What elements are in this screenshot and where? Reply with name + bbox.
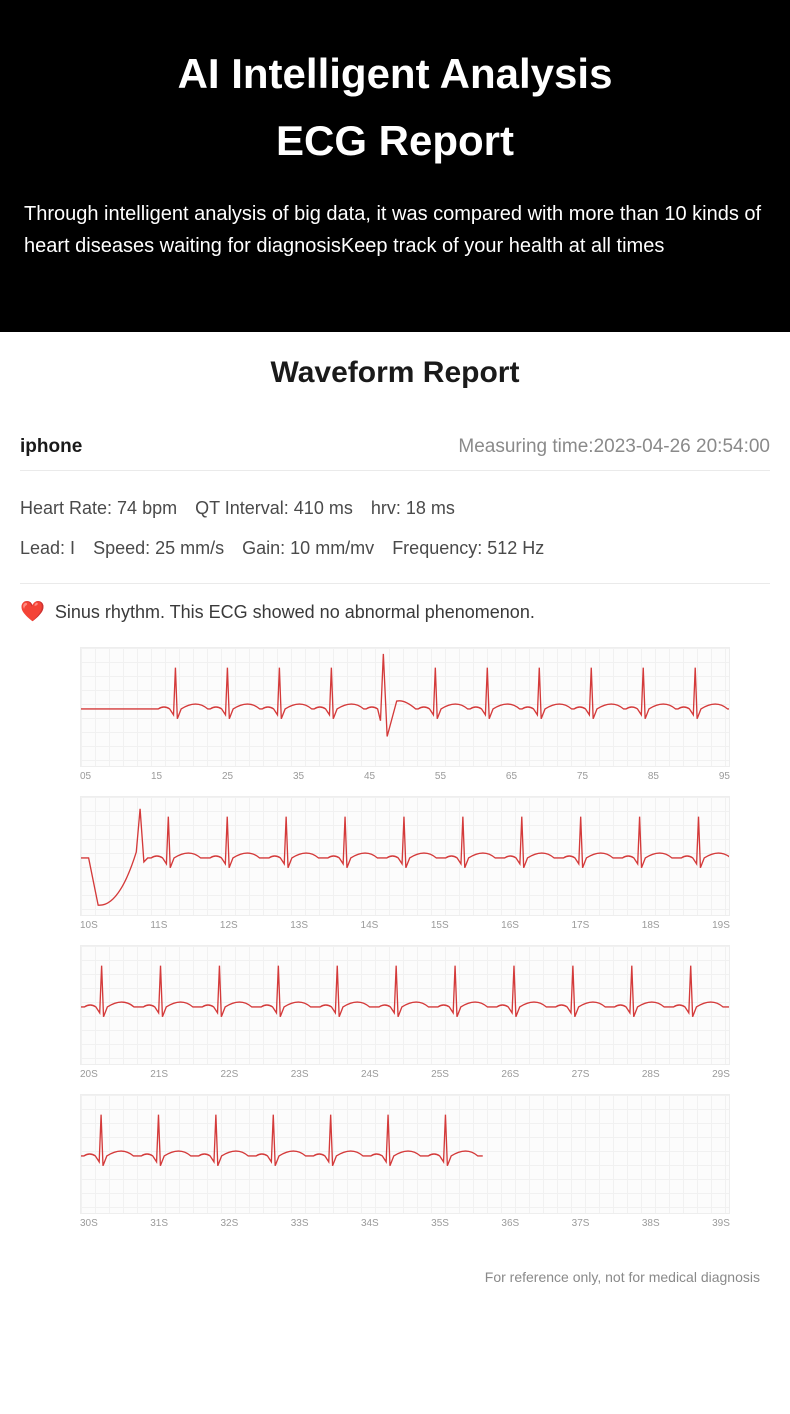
ecg-trace (81, 653, 729, 736)
metric-label: Speed: (93, 538, 155, 558)
diagnosis-row: ❤️ Sinus rhythm. This ECG showed no abno… (20, 602, 770, 623)
metric-pair: Frequency: 512 Hz (392, 538, 544, 558)
metric-pair: Speed: 25 mm/s (93, 538, 224, 558)
tick-label: 75 (577, 771, 588, 782)
tick-label: 36S (501, 1218, 519, 1229)
ecg-strips: 05 15 25 35 45 55 65 75 85 95 10S 11S 12S 13S 14S 15S 16… (20, 647, 770, 1239)
tick-label: 32S (220, 1218, 238, 1229)
ecg-trace (81, 1114, 483, 1165)
tick-label: 21S (150, 1069, 168, 1080)
ecg-strip-canvas (80, 647, 730, 767)
tick-label: 29S (712, 1069, 730, 1080)
tick-label: 15 (151, 771, 162, 782)
tick-label: 37S (572, 1218, 590, 1229)
tick-label: 24S (361, 1069, 379, 1080)
tick-label: 38S (642, 1218, 660, 1229)
tick-label: 55 (435, 771, 446, 782)
footnote: For reference only, not for medical diag… (20, 1269, 770, 1285)
ecg-strip-canvas (80, 796, 730, 916)
time-axis: 20S 21S 22S 23S 24S 25S 26S 27S 28S 29S (80, 1065, 730, 1090)
metric-label: hrv: (371, 498, 406, 518)
ecg-strip-canvas (80, 945, 730, 1065)
metric-pair: Gain: 10 mm/mv (242, 538, 374, 558)
time-axis: 30S 31S 32S 33S 34S 35S 36S 37S 38S 39S (80, 1214, 730, 1239)
tick-label: 22S (220, 1069, 238, 1080)
tick-label: 30S (80, 1218, 98, 1229)
metric-value: 10 mm/mv (290, 538, 374, 558)
tick-label: 19S (712, 920, 730, 931)
tick-label: 23S (291, 1069, 309, 1080)
tick-label: 28S (642, 1069, 660, 1080)
tick-label: 16S (501, 920, 519, 931)
metric-value: 18 ms (406, 498, 455, 518)
measuring-time: Measuring time:2023-04-26 20:54:00 (458, 436, 770, 458)
metric-pair: QT Interval: 410 ms (195, 498, 353, 518)
metric-value: 410 ms (294, 498, 353, 518)
tick-label: 11S (150, 920, 167, 931)
tick-label: 20S (80, 1069, 98, 1080)
meta-row: iphone Measuring time:2023-04-26 20:54:0… (20, 430, 770, 471)
heart-icon: ❤️ (20, 602, 45, 622)
tick-label: 35 (293, 771, 304, 782)
metric-pair: Lead: I (20, 538, 75, 558)
waveform-report: Waveform Report iphone Measuring time:20… (0, 332, 790, 1304)
tick-label: 15S (431, 920, 449, 931)
diagnosis-text: Sinus rhythm. This ECG showed no abnorma… (55, 602, 535, 623)
time-axis: 10S 11S 12S 13S 14S 15S 16S 17S 18S 19S (80, 916, 730, 941)
hero-title-line2: ECG Report (276, 117, 514, 164)
ecg-strip-canvas (80, 1094, 730, 1214)
tick-label: 10S (80, 920, 98, 931)
tick-label: 65 (506, 771, 517, 782)
metrics-block: Heart Rate: 74 bpm QT Interval: 410 ms hrv… (20, 489, 770, 583)
metric-label: Gain: (242, 538, 290, 558)
metric-label: Frequency: (392, 538, 487, 558)
tick-label: 85 (648, 771, 659, 782)
ecg-strip: 30S 31S 32S 33S 34S 35S 36S 37S 38S 39S (80, 1094, 730, 1239)
tick-label: 39S (712, 1218, 730, 1229)
tick-label: 25S (431, 1069, 449, 1080)
hero-subtitle: Through intelligent analysis of big data… (20, 198, 770, 262)
metric-pair: Heart Rate: 74 bpm (20, 498, 177, 518)
hero-title-line1: AI Intelligent Analysis (178, 50, 613, 97)
tick-label: 14S (361, 920, 379, 931)
ecg-trace (81, 965, 729, 1016)
ecg-trace (81, 808, 729, 904)
tick-label: 33S (291, 1218, 309, 1229)
tick-label: 26S (501, 1069, 519, 1080)
tick-label: 34S (361, 1218, 379, 1229)
ecg-strip: 05 15 25 35 45 55 65 75 85 95 (80, 647, 730, 792)
timestamp-label: Measuring time: (458, 436, 593, 457)
tick-label: 35S (431, 1218, 449, 1229)
device-name: iphone (20, 436, 82, 458)
ecg-strip: 20S 21S 22S 23S 24S 25S 26S 27S 28S 29S (80, 945, 730, 1090)
metric-label: Lead: (20, 538, 70, 558)
metric-value: I (70, 538, 75, 558)
tick-label: 18S (642, 920, 660, 931)
tick-label: 45 (364, 771, 375, 782)
tick-label: 25 (222, 771, 233, 782)
metric-value: 74 bpm (117, 498, 177, 518)
metrics-row-1: Heart Rate: 74 bpm QT Interval: 410 ms hrv… (20, 489, 770, 529)
tick-label: 95 (719, 771, 730, 782)
tick-label: 31S (150, 1218, 168, 1229)
time-axis: 05 15 25 35 45 55 65 75 85 95 (80, 767, 730, 792)
metrics-row-2: Lead: I Speed: 25 mm/s Gain: 10 mm/mv Frequ… (20, 529, 770, 569)
metric-pair: hrv: 18 ms (371, 498, 455, 518)
tick-label: 27S (572, 1069, 590, 1080)
tick-label: 12S (220, 920, 238, 931)
metric-label: Heart Rate: (20, 498, 117, 518)
metric-value: 512 Hz (487, 538, 544, 558)
metric-label: QT Interval: (195, 498, 294, 518)
metric-value: 25 mm/s (155, 538, 224, 558)
hero-banner: AI Intelligent Analysis ECG Report Throu… (0, 0, 790, 332)
report-title: Waveform Report (20, 356, 770, 390)
tick-label: 05 (80, 771, 91, 782)
tick-label: 17S (571, 920, 589, 931)
timestamp-value: 2023-04-26 20:54:00 (594, 436, 770, 457)
ecg-strip: 10S 11S 12S 13S 14S 15S 16S 17S 18S 19S (80, 796, 730, 941)
hero-title: AI Intelligent Analysis ECG Report (20, 40, 770, 174)
tick-label: 13S (290, 920, 308, 931)
